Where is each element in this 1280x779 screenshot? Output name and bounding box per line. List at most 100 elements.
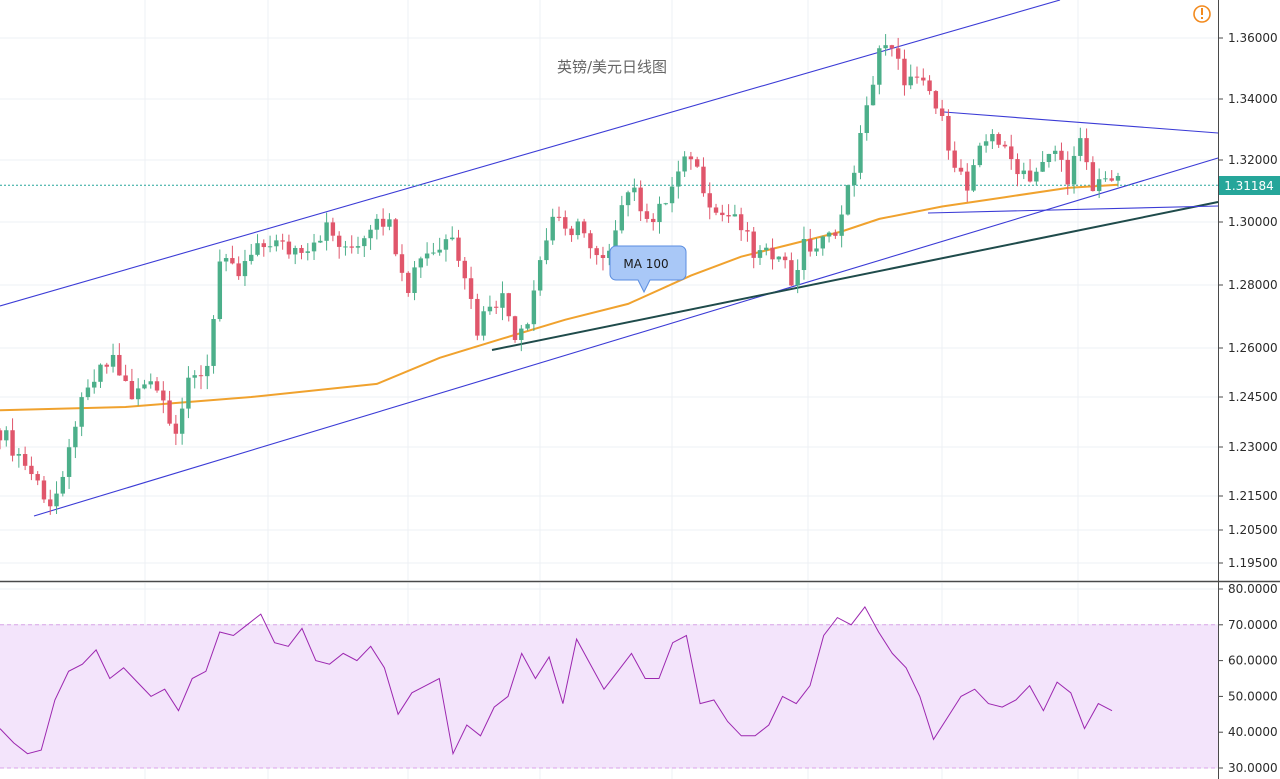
candle-body: [977, 145, 983, 166]
candle-body: [952, 150, 957, 168]
candle-body: [525, 324, 530, 329]
candle-body: [914, 76, 920, 78]
candle-body: [217, 261, 223, 320]
candle-body: [475, 298, 480, 336]
candle-body: [594, 248, 599, 256]
candle-body: [16, 454, 22, 456]
candle-body: [676, 171, 681, 187]
candle-body: [575, 221, 581, 236]
candle-body: [481, 311, 486, 336]
candle-body: [343, 246, 348, 248]
candle-body: [198, 375, 204, 377]
candle-body: [142, 384, 147, 389]
candle-body: [274, 240, 279, 247]
candle-body: [399, 254, 405, 273]
candle-body: [380, 218, 386, 227]
candle-body: [814, 248, 819, 252]
candle-body: [764, 247, 769, 251]
candle-body: [179, 408, 185, 434]
candle-body: [607, 250, 612, 259]
candle-body: [738, 214, 744, 231]
price-tick-label: 1.24500: [1228, 390, 1278, 404]
candle-body: [286, 241, 292, 255]
candle-body: [1071, 155, 1077, 185]
candle-body: [1109, 178, 1114, 181]
candle-body: [726, 215, 731, 217]
candle-body: [669, 186, 675, 204]
candle-body: [154, 381, 160, 391]
chart-title: 英镑/美元日线图: [557, 58, 667, 76]
candle-body: [311, 242, 317, 252]
candle-body: [424, 253, 430, 259]
candle-body: [318, 240, 323, 243]
candle-body: [770, 247, 775, 260]
candle-body: [368, 229, 373, 239]
candle-body: [66, 447, 72, 477]
candle-body: [657, 203, 662, 223]
rsi-tick-label: 50.0000: [1228, 689, 1278, 703]
y-axis-ticks: 1.19500 1.20500 1.21500 1.23000 1.24500 1.260…: [1218, 31, 1278, 775]
candle-body: [1034, 171, 1039, 182]
candle-body: [908, 76, 913, 86]
price-tick-label: 1.20500: [1228, 523, 1278, 537]
rsi-tick-label: 70.0000: [1228, 618, 1278, 632]
candle-body: [161, 390, 166, 401]
candle-body: [230, 258, 235, 264]
candle-body: [29, 465, 34, 475]
trend-channel: [0, 0, 1219, 517]
candle-body: [418, 258, 424, 268]
candle-body: [98, 364, 103, 382]
candle-body: [1059, 150, 1064, 160]
candle-body: [236, 263, 241, 277]
candle-body: [1040, 162, 1045, 172]
alert-icon[interactable]: [1193, 5, 1211, 23]
candle-body: [374, 218, 380, 230]
last-price-badge: 1.31184: [1219, 176, 1280, 195]
candle-body: [293, 247, 298, 255]
candle-body: [757, 250, 763, 258]
candle-body: [10, 430, 15, 456]
candle-body: [632, 187, 637, 193]
support-trendline: [491, 201, 1219, 351]
candle-body: [73, 426, 78, 448]
candle-body: [54, 493, 59, 507]
candle-body: [902, 58, 907, 86]
candle-body: [833, 232, 838, 236]
candle-body: [48, 499, 53, 507]
candle-body: [85, 387, 91, 398]
last-price-label: 1.31184: [1224, 179, 1274, 193]
candle-body: [1096, 179, 1102, 192]
price-tick-label: 1.34000: [1228, 92, 1278, 106]
candle-body: [242, 261, 248, 277]
candle-body: [531, 290, 537, 325]
candle-body: [895, 48, 901, 59]
candle-body: [362, 238, 367, 247]
candle-body: [707, 193, 712, 208]
candle-body: [1078, 138, 1083, 156]
candle-body: [694, 159, 700, 167]
ma100-line: [0, 183, 1119, 412]
candle-body: [79, 397, 84, 427]
candle-body: [468, 278, 474, 299]
candle-body: [921, 77, 926, 81]
candle-body: [745, 230, 750, 232]
candlestick-series: [0, 34, 1121, 515]
candle-body: [135, 388, 141, 400]
rsi-tick-label: 30.0000: [1228, 761, 1278, 775]
candle-body: [782, 256, 788, 261]
candle-body: [0, 430, 3, 441]
candle-body: [1052, 150, 1058, 154]
candle-body: [35, 474, 40, 481]
candle-body: [249, 254, 254, 262]
candle-body: [1027, 170, 1033, 182]
price-tick-label: 1.21500: [1228, 489, 1278, 503]
channel-upper-line: [0, 0, 1061, 307]
candle-body: [1015, 159, 1020, 175]
rsi-tick-label: 60.0000: [1228, 654, 1278, 668]
candle-body: [1065, 159, 1070, 185]
candle-body: [544, 240, 549, 261]
candle-body: [927, 80, 932, 92]
candle-body: [600, 255, 606, 259]
